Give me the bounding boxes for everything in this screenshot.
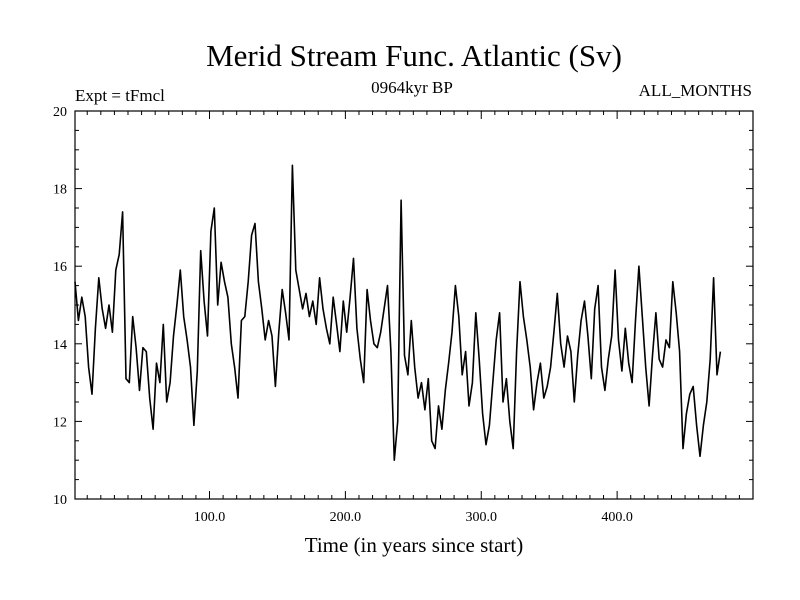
period-label: 0964kyr BP bbox=[371, 78, 453, 97]
x-tick-label: 100.0 bbox=[194, 510, 226, 525]
y-tick-label: 12 bbox=[53, 415, 67, 430]
x-axis-label: Time (in years since start) bbox=[305, 533, 524, 557]
y-tick-label: 14 bbox=[53, 338, 67, 353]
x-tick-label: 300.0 bbox=[466, 510, 498, 525]
series-line-amoc bbox=[74, 164, 722, 462]
experiment-label: Expt = tFmcl bbox=[75, 86, 165, 105]
x-tick-label: 200.0 bbox=[330, 510, 362, 525]
chart-title: Merid Stream Func. Atlantic (Sv) bbox=[206, 38, 622, 73]
y-tick-label: 16 bbox=[53, 260, 67, 275]
y-tick-label: 10 bbox=[53, 493, 67, 508]
x-axis: 100.0 200.0 300.0 400.0 bbox=[86, 111, 740, 525]
x-tick-label: 400.0 bbox=[601, 510, 633, 525]
months-label: ALL_MONTHS bbox=[639, 81, 752, 100]
y-tick-label: 20 bbox=[53, 105, 67, 120]
y-axis: 10 12 14 16 18 20 bbox=[53, 105, 753, 508]
y-tick-label: 18 bbox=[53, 183, 67, 198]
